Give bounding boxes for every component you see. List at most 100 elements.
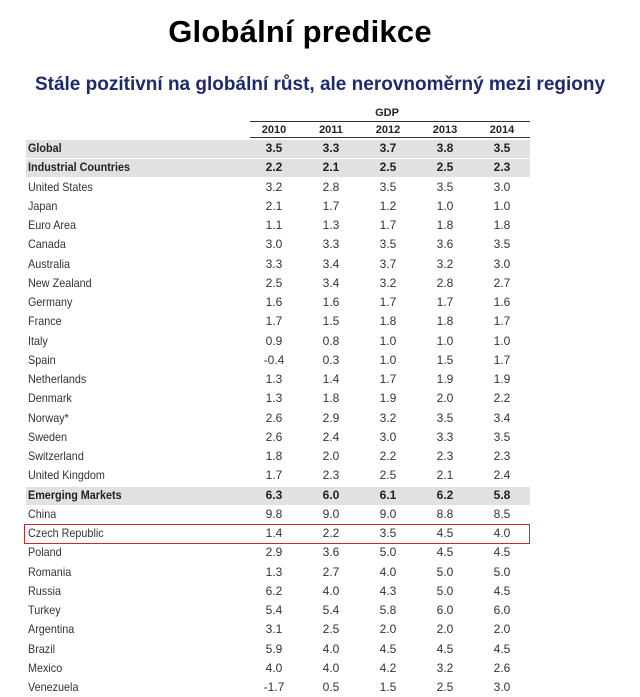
gdp-value-cell: 2.4 — [322, 429, 340, 444]
country-name: Denmark — [28, 391, 72, 406]
gdp-value-cell: 2.6 — [493, 660, 511, 675]
gdp-value-cell: 2.9 — [265, 545, 283, 560]
table-row: China 9.8 9.0 9.0 8.8 8.5 — [26, 506, 530, 524]
gdp-value-cell: 1.0 — [379, 352, 397, 367]
gdp-value-cell: 4.2 — [379, 660, 397, 675]
gdp-value-cell: 4.0 — [493, 526, 511, 540]
table-row: Argentina 3.1 2.5 2.0 2.0 2.0 — [26, 621, 530, 639]
gdp-value-cell: 3.6 — [436, 237, 454, 252]
gdp-value-cell: 3.0 — [493, 680, 511, 694]
group-header-rule — [250, 121, 530, 122]
table-row: United States 3.2 2.8 3.5 3.5 3.0 — [26, 179, 530, 197]
gdp-value-cell: 2.6 — [265, 410, 283, 425]
gdp-value-cell: 2.0 — [322, 449, 340, 463]
country-name: Germany — [28, 295, 73, 309]
gdp-value-cell: 3.3 — [322, 141, 340, 155]
gdp-value-cell: 1.6 — [322, 295, 340, 309]
table-row: Spain -0.4 0.3 1.0 1.5 1.7 — [26, 352, 530, 370]
gdp-value-cell: 3.0 — [265, 237, 283, 252]
table-row: Emerging Markets 6.3 6.0 6.1 6.2 5.8 — [26, 486, 530, 505]
gdp-value-cell: 4.5 — [436, 641, 454, 656]
country-name: Euro Area — [28, 218, 77, 232]
gdp-value-cell: 2.2 — [265, 160, 283, 175]
gdp-value-cell: 3.2 — [436, 660, 454, 675]
gdp-value-cell: 3.0 — [493, 256, 511, 271]
table-row: Italy 0.9 0.8 1.0 1.0 1.0 — [26, 333, 530, 351]
gdp-value-cell: 1.9 — [436, 372, 454, 386]
gdp-value-cell: 2.3 — [436, 449, 454, 463]
gdp-value-cell: 6.1 — [379, 487, 397, 502]
gdp-value-cell: 5.0 — [436, 564, 454, 579]
gdp-value-cell: 1.3 — [265, 564, 283, 579]
gdp-value-cell: 1.0 — [379, 333, 397, 348]
gdp-value-cell: 1.5 — [379, 680, 397, 694]
gdp-value-cell: 1.3 — [265, 372, 283, 386]
gdp-value-cell: 1.3 — [322, 218, 340, 232]
table-row: Global 3.5 3.3 3.7 3.8 3.5 — [26, 140, 530, 158]
gdp-value-cell: 5.0 — [379, 545, 397, 560]
gdp-value-cell: -1.7 — [263, 680, 285, 694]
gdp-value-cell: 1.8 — [265, 449, 283, 463]
gdp-value-cell: 1.8 — [436, 314, 454, 329]
table-row: Japan 2.1 1.7 1.2 1.0 1.0 — [26, 198, 530, 216]
gdp-value-cell: 1.2 — [379, 198, 397, 213]
country-name: Australia — [28, 256, 71, 271]
country-name: Switzerland — [28, 449, 84, 463]
year-header-cell: 2014 — [489, 124, 515, 136]
gdp-value-cell: 4.5 — [436, 545, 454, 560]
gdp-value-cell: 3.8 — [436, 141, 454, 155]
gdp-value-cell: 1.0 — [493, 198, 511, 213]
gdp-value-cell: 1.4 — [265, 526, 283, 540]
gdp-value-cell: 2.5 — [436, 160, 454, 175]
gdp-group-header: GDP — [375, 107, 399, 119]
gdp-value-cell: 5.4 — [322, 603, 340, 617]
table-row: Turkey 5.4 5.4 5.8 6.0 6.0 — [26, 602, 530, 620]
country-name: Mexico — [28, 660, 63, 675]
table-row: Australia 3.3 3.4 3.7 3.2 3.0 — [26, 256, 530, 274]
country-name: Venezuela — [28, 680, 79, 694]
table-row: Euro Area 1.1 1.3 1.7 1.8 1.8 — [26, 217, 530, 235]
gdp-value-cell: 2.0 — [493, 622, 511, 637]
gdp-value-cell: -0.4 — [263, 352, 285, 367]
gdp-value-cell: 3.4 — [322, 256, 340, 271]
slide-title: Globální predikce — [168, 14, 432, 49]
table-row: Russia 6.2 4.0 4.3 5.0 4.5 — [26, 583, 530, 601]
table-row: Brazil 5.9 4.0 4.5 4.5 4.5 — [26, 641, 530, 659]
gdp-value-cell: 2.9 — [322, 410, 340, 425]
gdp-value-cell: 3.5 — [379, 526, 397, 540]
gdp-value-cell: 3.5 — [436, 179, 454, 194]
year-header-cell: 2010 — [261, 124, 287, 136]
gdp-value-cell: 6.0 — [322, 487, 340, 502]
gdp-value-cell: 4.5 — [379, 641, 397, 656]
table-row: Sweden 2.6 2.4 3.0 3.3 3.5 — [26, 429, 530, 447]
table-row: Poland 2.9 3.6 5.0 4.5 4.5 — [26, 544, 530, 562]
gdp-value-cell: 1.7 — [379, 295, 397, 309]
country-name: Spain — [28, 352, 56, 367]
gdp-value-cell: 1.7 — [493, 314, 511, 329]
gdp-value-cell: 1.7 — [436, 295, 454, 309]
gdp-value-cell: 2.2 — [493, 391, 511, 406]
gdp-value-cell: 2.3 — [493, 160, 511, 175]
table-row: Romania 1.3 2.7 4.0 5.0 5.0 — [26, 564, 530, 582]
year-header-cell: 2013 — [432, 124, 458, 136]
table-row: Denmark 1.3 1.8 1.9 2.0 2.2 — [26, 390, 530, 408]
gdp-value-cell: 2.2 — [379, 449, 397, 463]
gdp-value-cell: 3.5 — [493, 141, 511, 155]
country-name: Italy — [28, 333, 48, 348]
table-row: France 1.7 1.5 1.8 1.8 1.7 — [26, 313, 530, 331]
gdp-value-cell: 3.2 — [379, 275, 397, 290]
gdp-value-cell: 2.5 — [379, 468, 397, 483]
gdp-value-cell: 3.4 — [322, 275, 340, 290]
gdp-value-cell: 3.1 — [265, 622, 283, 637]
gdp-value-cell: 6.2 — [265, 583, 283, 598]
gdp-value-cell: 2.2 — [322, 526, 340, 540]
gdp-value-cell: 9.0 — [322, 506, 340, 521]
gdp-value-cell: 4.0 — [265, 660, 283, 675]
gdp-value-cell: 3.4 — [493, 410, 511, 425]
gdp-value-cell: 1.5 — [322, 314, 340, 329]
gdp-value-cell: 9.8 — [265, 506, 283, 521]
country-name: France — [28, 314, 62, 329]
gdp-value-cell: 3.5 — [265, 141, 283, 155]
table-row: Venezuela -1.7 0.5 1.5 2.5 3.0 — [26, 679, 530, 697]
table-row: United Kingdom 1.7 2.3 2.5 2.1 2.4 — [26, 467, 530, 485]
